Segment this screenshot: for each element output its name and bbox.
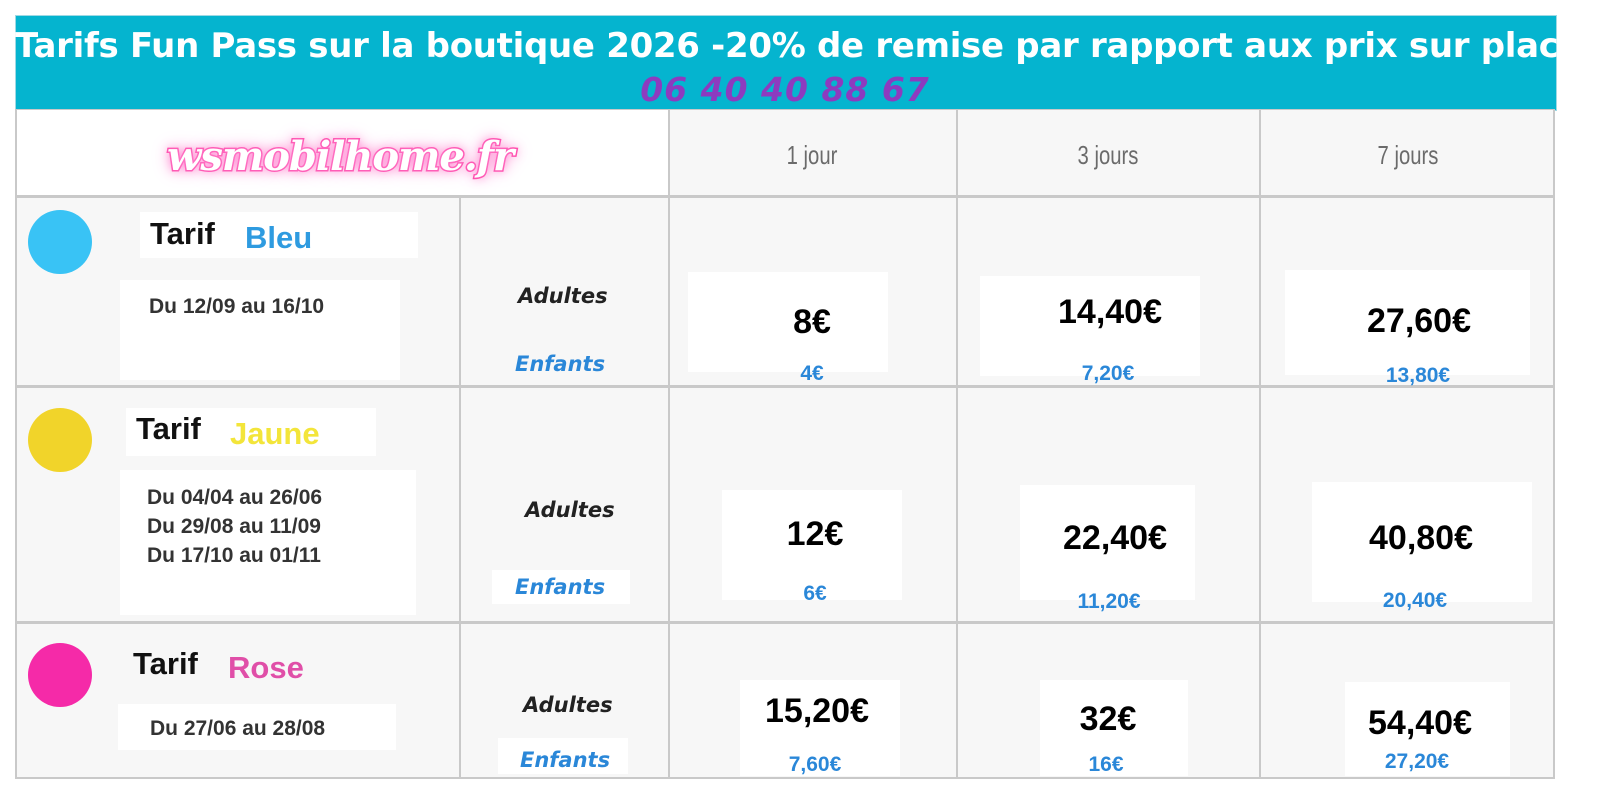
yellow-tarif-dot [28, 408, 92, 472]
price-adult: 14,40€ [1058, 293, 1162, 331]
price-child: 11,20€ [1077, 590, 1141, 613]
adults-label: Adultes [525, 498, 615, 522]
price-child: 6€ [803, 582, 827, 605]
price-child: 20,40€ [1382, 589, 1448, 612]
tarif-name-blue: Bleu [245, 220, 313, 255]
price-child: 7,60€ [788, 753, 842, 776]
date-range: Du 17/10 au 01/11 [147, 544, 321, 567]
adults-label: Adultes [518, 284, 608, 308]
price-child: 13,80€ [1385, 364, 1451, 387]
column-header-7-days: 7 jours [1377, 140, 1439, 170]
price-adult: 8€ [793, 303, 831, 341]
tarif-label: Tarif [136, 411, 201, 446]
price-adult: 54,40€ [1368, 704, 1472, 742]
price-adult: 27,60€ [1367, 302, 1471, 340]
price-child: 4€ [800, 362, 824, 385]
date-range: Du 12/09 au 16/10 [149, 295, 325, 318]
children-label: Enfants [520, 748, 611, 772]
children-label: Enfants [515, 352, 606, 376]
price-adult: 32€ [1079, 700, 1137, 738]
title-banner [15, 15, 1557, 111]
column-header-3-days: 3 jours [1077, 140, 1139, 170]
price-child: 16€ [1088, 753, 1124, 776]
column-header-1-day: 1 jour [786, 140, 838, 170]
adults-label: Adultes [523, 693, 613, 717]
tarif-name-pink: Rose [228, 650, 304, 685]
banner-title: Tarifs Fun Pass sur la boutique 2026 -20… [15, 26, 1582, 66]
site-logo: wsmobilhome.fr [165, 132, 515, 182]
blue-tarif-dot [28, 210, 92, 274]
tarif-name-yellow: Jaune [230, 416, 320, 451]
phone-number: 06 40 40 88 67 [640, 70, 930, 109]
price-child: 27,20€ [1384, 750, 1450, 773]
tarif-label: Tarif [150, 216, 215, 251]
price-adult: 22,40€ [1063, 519, 1167, 557]
tarif-label: Tarif [133, 646, 198, 681]
date-range: Du 27/06 au 28/08 [150, 717, 326, 740]
children-label: Enfants [515, 575, 606, 599]
date-range: Du 29/08 au 11/09 [147, 515, 321, 538]
pink-tarif-dot [28, 643, 92, 707]
price-adult: 15,20€ [765, 692, 869, 730]
price-adult: 40,80€ [1369, 519, 1473, 557]
price-child: 7,20€ [1081, 362, 1135, 385]
price-adult: 12€ [786, 515, 844, 553]
date-range: Du 04/04 au 26/06 [147, 486, 323, 509]
